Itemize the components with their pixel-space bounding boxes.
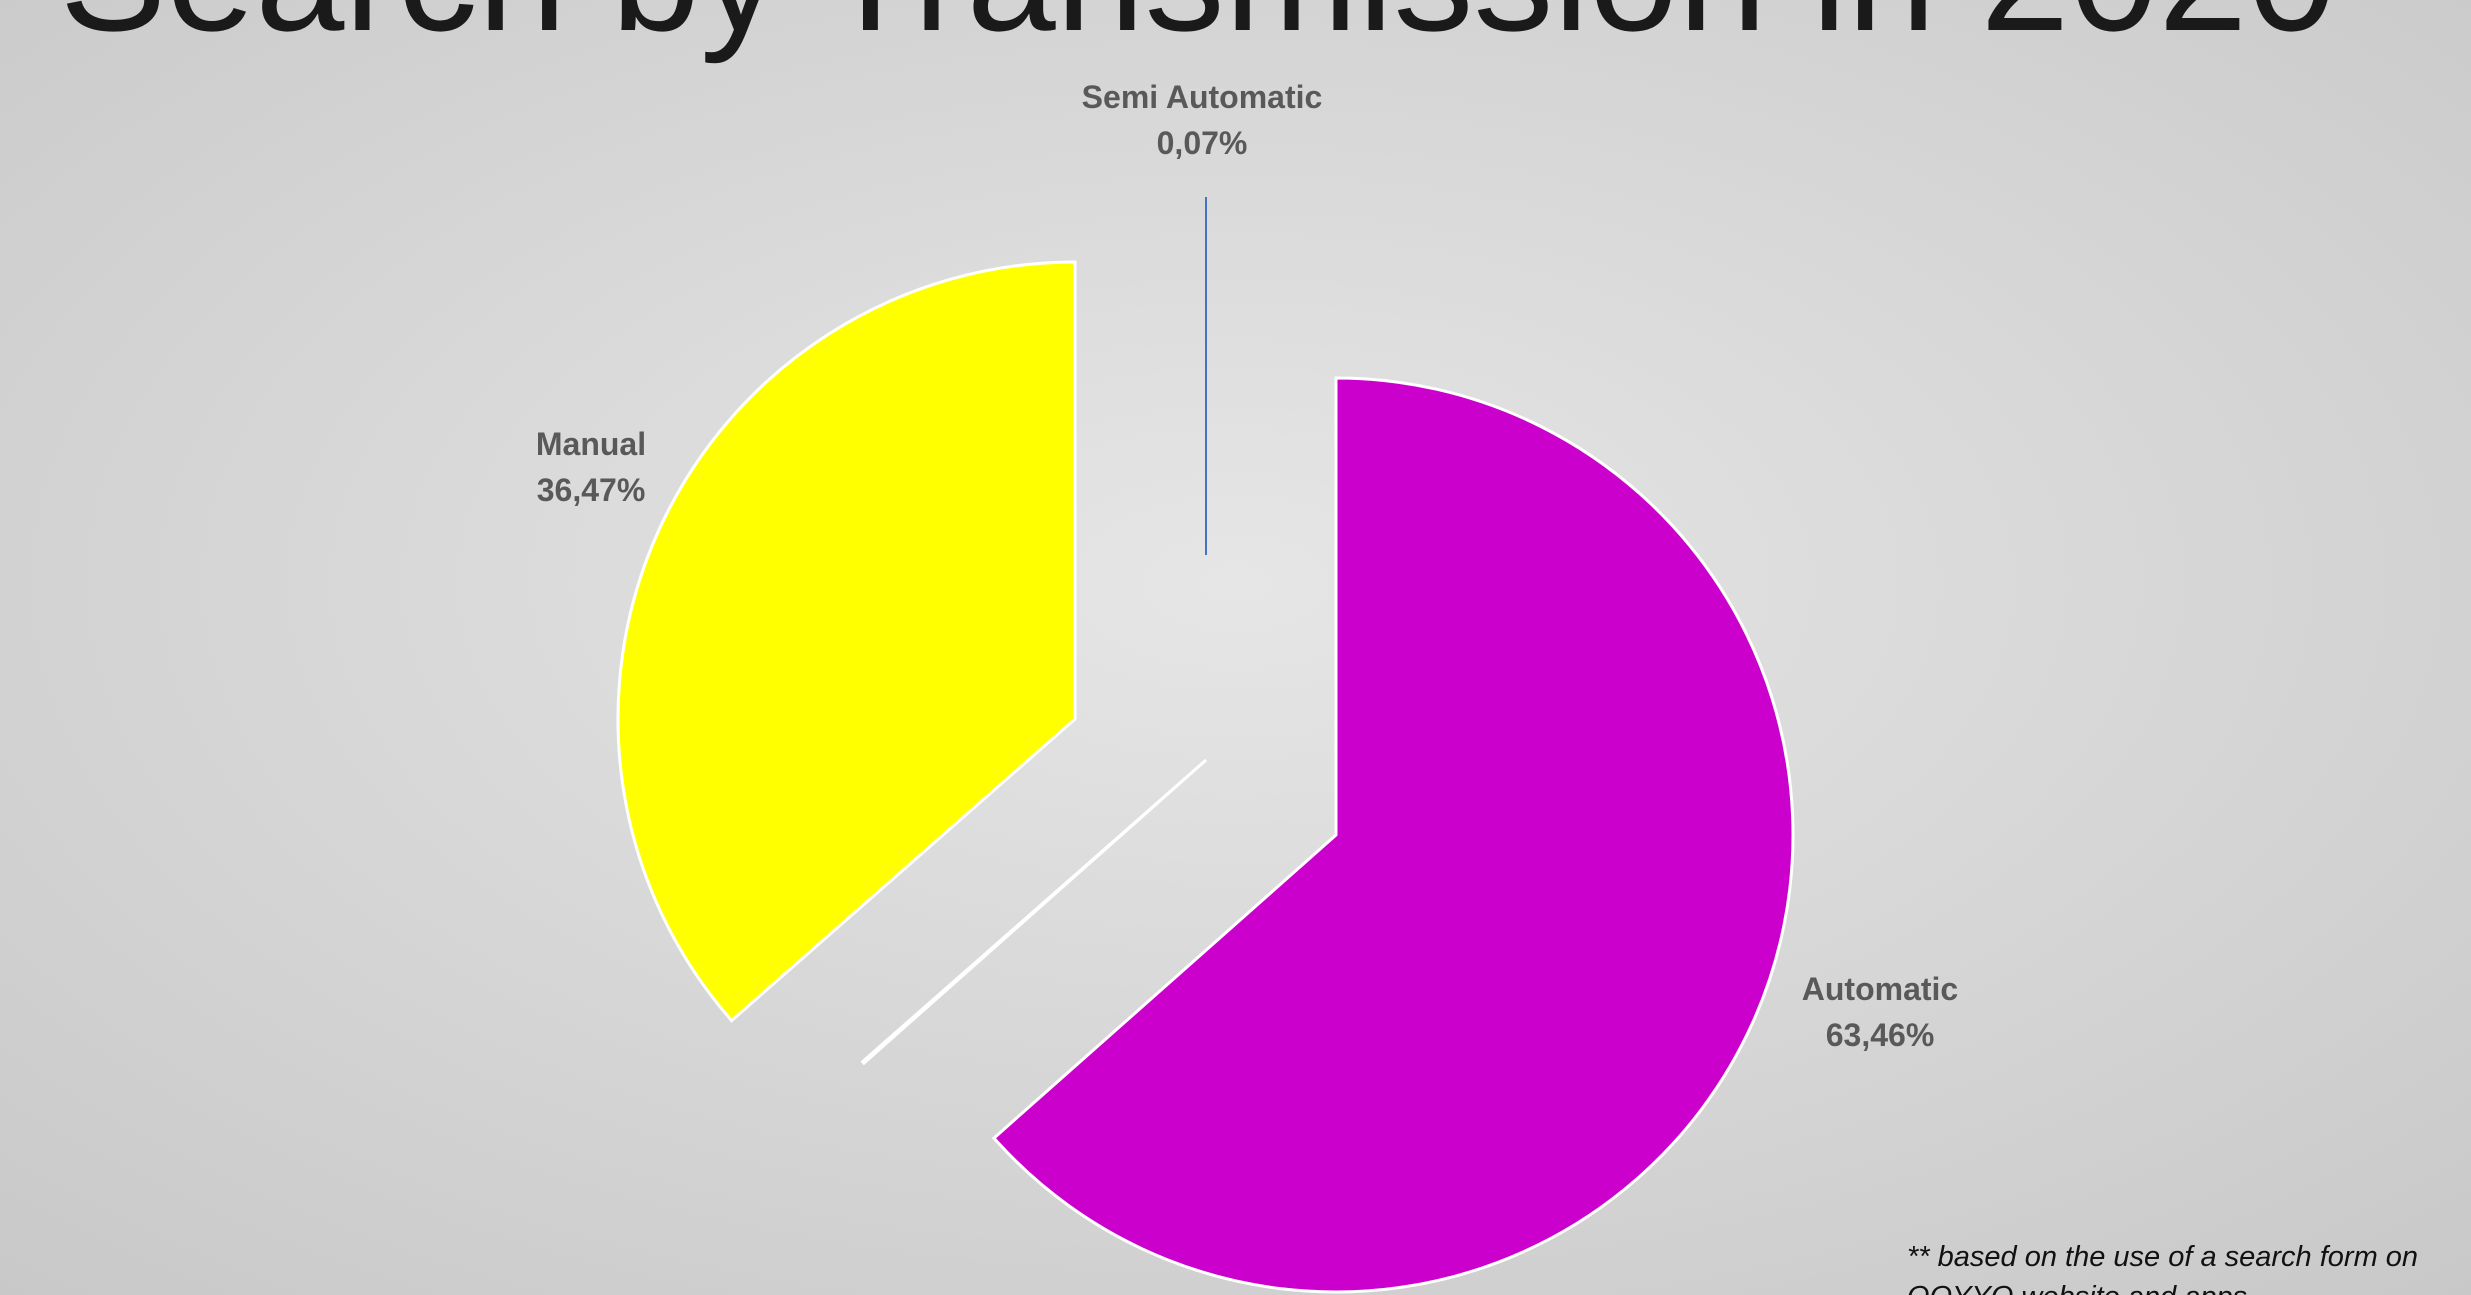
pie (616, 260, 1795, 1294)
slice-value-label: 0,07% (1157, 125, 1248, 161)
slice-value-label: 63,46% (1826, 1017, 1935, 1053)
labels: Automatic 63,46% Semi Automatic 0,07% Manual… (536, 79, 1958, 1053)
chart-title: Search by Transmission in 2020 (60, 0, 2337, 64)
slice (616, 260, 1077, 1023)
slice (860, 758, 1207, 1066)
slice-value-label: 36,47% (537, 472, 646, 508)
footnote: QOYYO website and apps (1907, 1281, 2247, 1295)
slice-label: Manual (536, 426, 646, 462)
slice-label: Automatic (1802, 971, 1958, 1007)
slice (991, 376, 1795, 1294)
slice-label: Semi Automatic (1082, 79, 1323, 115)
footnote: ** based on the use of a search form on (1907, 1241, 2418, 1273)
